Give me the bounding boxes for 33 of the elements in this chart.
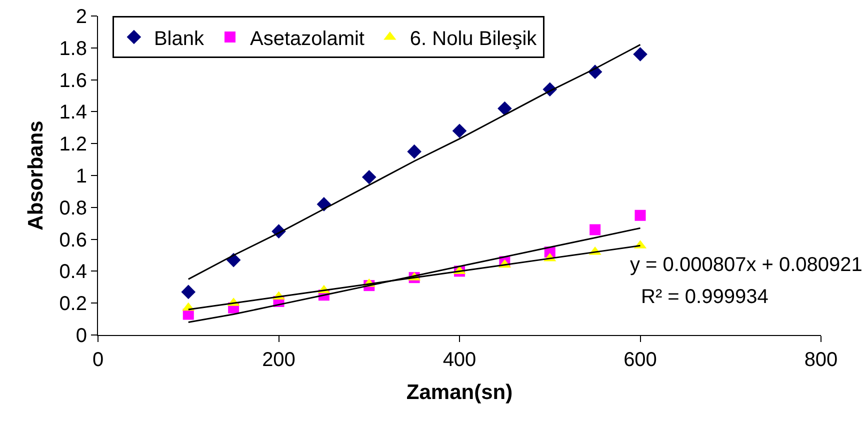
point <box>452 124 467 138</box>
point <box>590 224 601 236</box>
point <box>633 47 648 62</box>
point <box>181 284 196 300</box>
legend-label: Blank <box>154 28 205 50</box>
point <box>362 170 376 184</box>
legend-label: Asetazolamit <box>250 28 365 50</box>
y-tick-label: 0.8 <box>59 197 87 220</box>
x-tick-label: 400 <box>442 349 476 371</box>
y-tick-label: 0 <box>76 325 87 347</box>
y-tick-label: 1.8 <box>59 38 87 60</box>
line-series <box>188 227 641 323</box>
legend-label: 6. Nolu Bileşik <box>410 28 538 50</box>
y-tick-label: 0.4 <box>59 261 87 284</box>
x-tick-label: 0 <box>92 349 104 371</box>
x-axis-title: Zaman(sn) <box>406 381 513 404</box>
point <box>498 101 512 116</box>
x-tick-label: 800 <box>804 349 838 371</box>
y-tick-label: 0.6 <box>59 229 87 252</box>
y-tick-label: 1.6 <box>59 70 87 92</box>
y-tick-label: 1.4 <box>59 102 87 124</box>
point <box>226 252 241 268</box>
x-tick-label: 200 <box>262 349 296 371</box>
y-tick-label: 1 <box>76 166 87 188</box>
y-tick-label: 2 <box>76 6 87 28</box>
y-axis-title: Absorbans <box>24 120 48 230</box>
annotation: y = 0.000807x + 0.080921 <box>630 254 862 276</box>
x-tick-label: 600 <box>624 349 657 371</box>
point <box>634 210 646 221</box>
y-tick-label: 1.2 <box>59 134 87 156</box>
point <box>407 144 422 159</box>
annotation: R² = 0.999934 <box>641 286 768 308</box>
y-tick-label: 0.2 <box>59 293 87 316</box>
